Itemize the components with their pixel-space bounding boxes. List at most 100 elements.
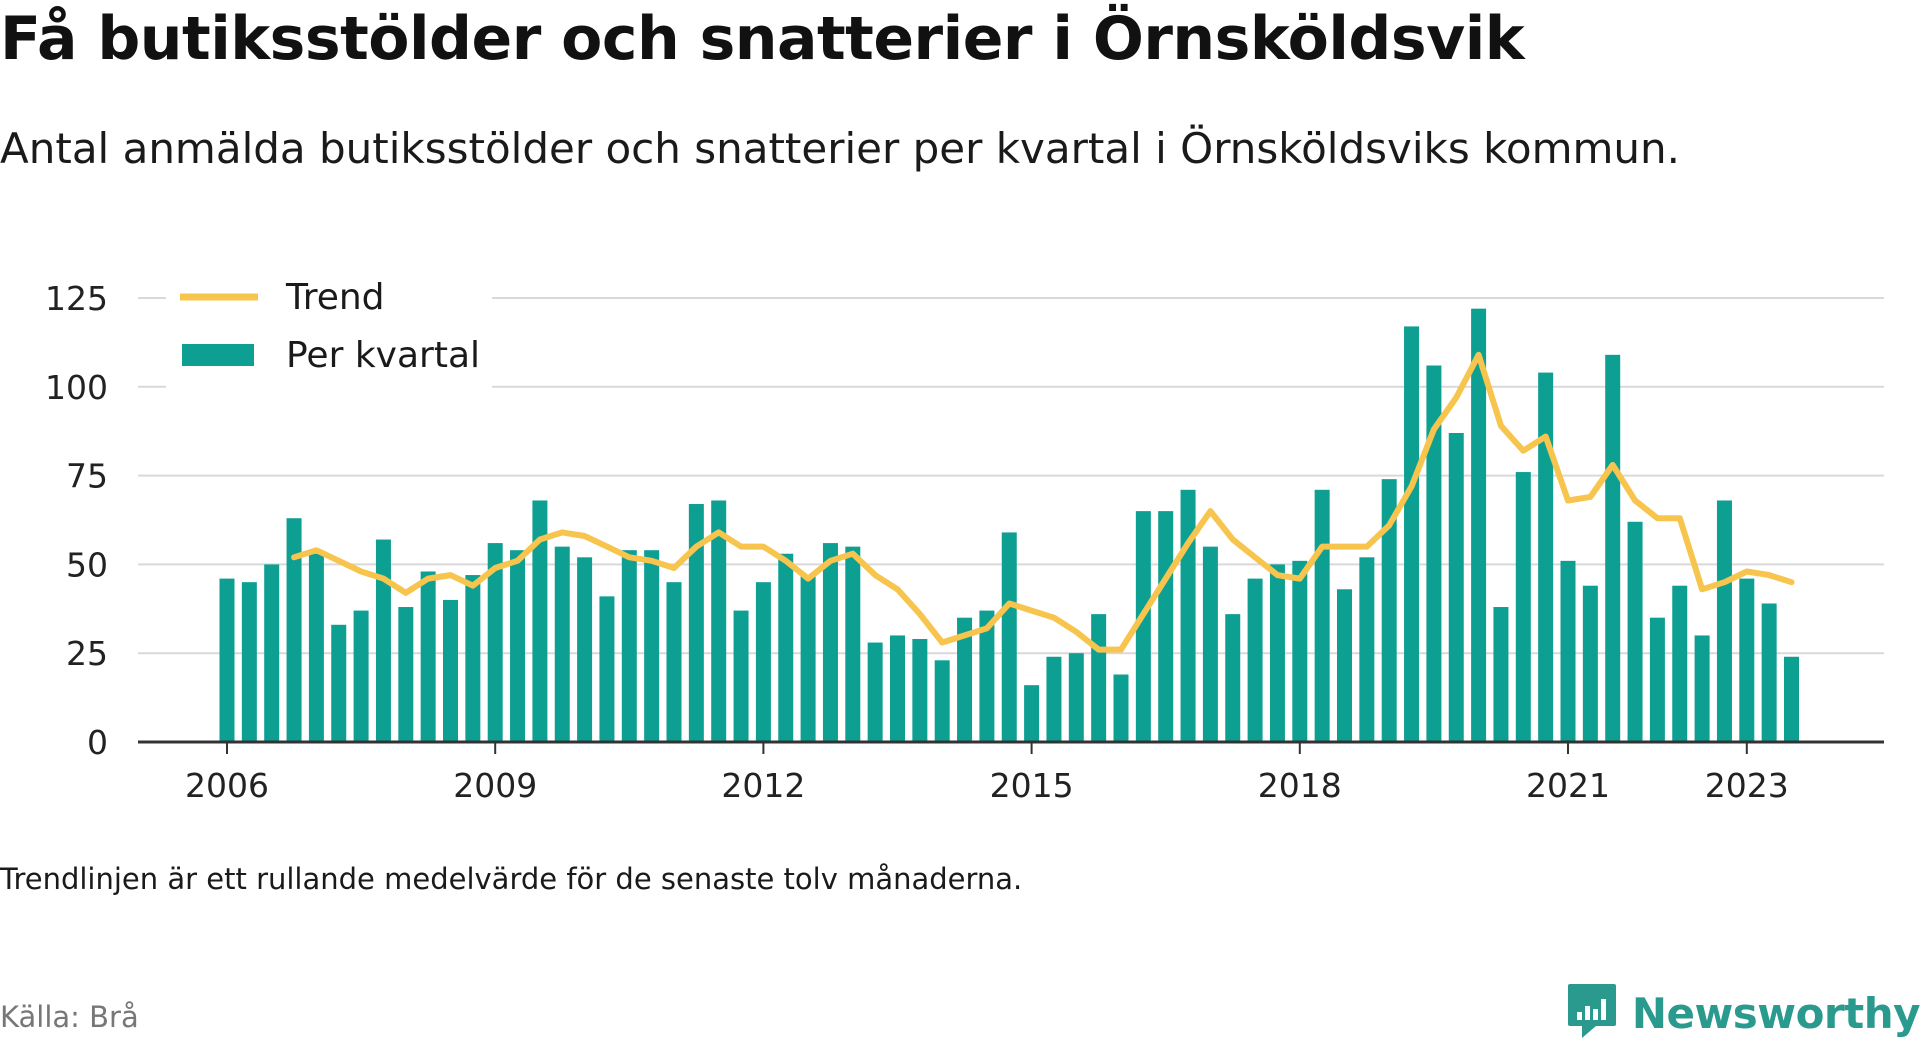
bar [599,596,615,742]
brand-logo: Newsworthy [1566,982,1920,1044]
source-text: Källa: Brå [0,1000,139,1034]
bar [845,546,861,742]
bar [1269,564,1285,742]
y-tick-label: 50 [66,545,108,584]
bar [554,546,570,742]
bar [755,582,771,742]
legend-bar-swatch [182,344,254,366]
bar [353,610,369,742]
bar [1471,308,1487,742]
bar [1202,546,1218,742]
bar [957,617,973,742]
newsworthy-logo-icon [1566,982,1618,1044]
x-tick-label: 2018 [1258,766,1342,805]
y-tick-label: 0 [87,723,108,762]
bar [1694,635,1710,742]
bar [577,557,593,742]
bar [1448,432,1464,742]
bar [465,575,481,742]
bar [264,564,280,742]
bar [1582,585,1598,742]
bar [1024,685,1040,742]
x-tick-label: 2012 [721,766,805,805]
legend-trend-label: Trend [285,277,385,318]
bar [1739,578,1755,742]
footnote: Trendlinjen är ett rullande medelvärde f… [0,862,1023,896]
legend: Trend Per kvartal [166,277,492,390]
bar [1784,656,1799,742]
bar [331,624,347,742]
bar [308,553,324,742]
bar [1493,607,1509,742]
bar [1135,511,1151,742]
y-tick-label: 125 [45,279,108,318]
bar [487,543,503,742]
bar [822,543,838,742]
bar [800,575,816,742]
bar [912,638,928,742]
bar [443,599,458,742]
bar [1247,578,1263,742]
bar [778,553,794,742]
bar [688,504,704,742]
bar [398,607,414,742]
bar [1381,479,1397,742]
bar [1538,372,1554,742]
bar [1359,557,1375,742]
bar [1649,617,1665,742]
bar [1716,500,1732,742]
bar [286,518,302,742]
bars [219,308,1799,742]
bar [1046,656,1062,742]
bar [1001,532,1017,742]
bar [644,550,660,742]
bar [1158,511,1174,742]
bar [375,539,391,742]
x-tick-label: 2006 [185,766,269,805]
bar [1225,614,1241,742]
brand-name: Newsworthy [1631,988,1920,1038]
bar [1426,365,1442,742]
bar [1605,354,1621,742]
bar [711,500,727,742]
bar [621,550,637,742]
bar [219,578,235,742]
bar [1337,589,1352,742]
bar [733,610,749,742]
bar [1515,472,1531,742]
x-tick-label: 2009 [453,766,537,805]
bar [867,642,883,742]
bar [934,660,950,742]
bar [510,550,526,742]
legend-bar-label: Per kvartal [286,335,480,376]
bar [1068,653,1084,742]
bar [979,610,995,742]
bar [241,582,257,742]
bar [890,635,905,742]
bar [1627,521,1643,742]
bar [1672,585,1688,742]
bar [1091,614,1107,742]
x-tick-label: 2015 [990,766,1074,805]
bar [1560,560,1576,742]
axes: 0 25 50 75 100 125 2006 2009 2012 2015 2018 2021 202… [45,279,1884,805]
bar [1292,560,1308,742]
x-tick-label: 2021 [1526,766,1610,805]
x-tick-label: 2023 [1705,766,1789,805]
bar [1761,603,1777,742]
bar [1314,489,1330,742]
page-title: Få butiksstölder och snatterier i Örnskö… [0,4,1525,74]
bar [1180,489,1196,742]
y-tick-label: 100 [45,368,108,407]
trend-line-layer [291,351,1795,653]
bar [1404,326,1420,742]
bar [666,582,682,742]
bar [420,571,436,742]
bar [532,500,548,742]
page-subtitle: Antal anmälda butiksstölder och snatteri… [0,124,1680,173]
y-tick-label: 75 [66,457,108,496]
trend-line [291,351,1795,653]
bar [1113,674,1129,742]
y-tick-label: 25 [66,634,108,673]
